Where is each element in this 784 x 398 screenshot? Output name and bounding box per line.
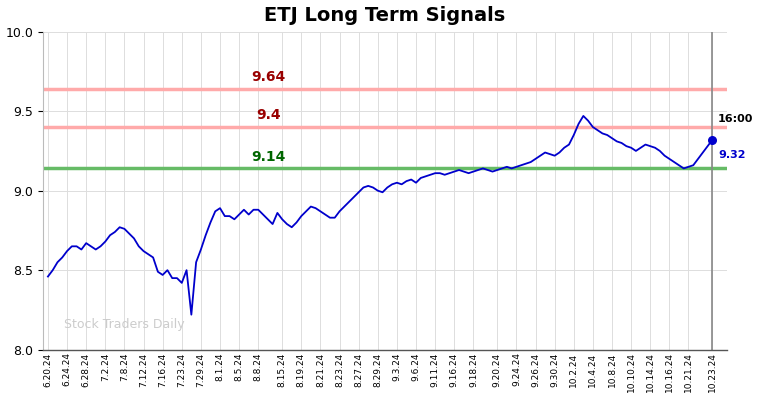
Text: 9.4: 9.4 bbox=[256, 108, 281, 122]
Text: 16:00: 16:00 bbox=[718, 114, 753, 124]
Text: 9.14: 9.14 bbox=[252, 150, 286, 164]
Text: 9.64: 9.64 bbox=[252, 70, 286, 84]
Text: Stock Traders Daily: Stock Traders Daily bbox=[64, 318, 184, 331]
Point bbox=[706, 137, 719, 143]
Title: ETJ Long Term Signals: ETJ Long Term Signals bbox=[264, 6, 506, 25]
Text: 9.32: 9.32 bbox=[718, 150, 746, 160]
